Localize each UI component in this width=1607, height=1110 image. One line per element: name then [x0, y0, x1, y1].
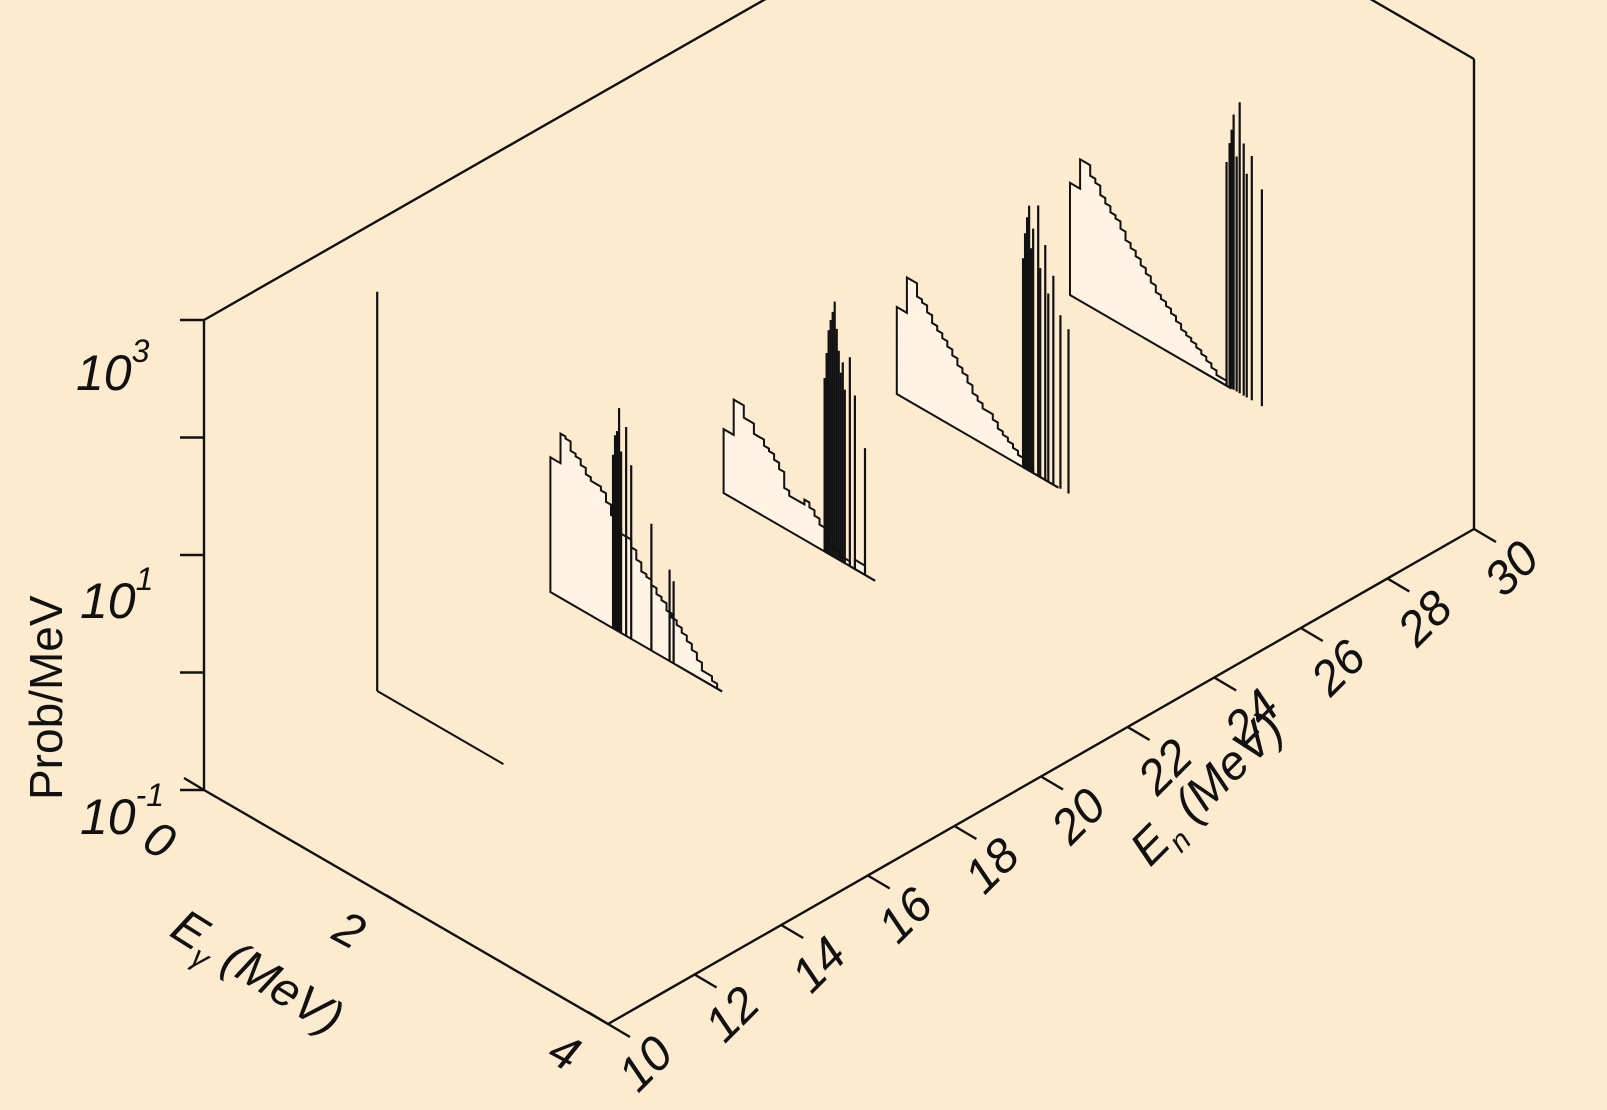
right-top-edge: [1369, 0, 1475, 61]
spectrum-histogram: [1069, 157, 1233, 390]
series-layer: [376, 102, 1264, 765]
y-tick: [780, 923, 804, 940]
y-tick: [867, 874, 891, 890]
y-tick: [1386, 577, 1411, 593]
y-tick: [1126, 725, 1151, 742]
y-tick: [953, 824, 978, 841]
series-slice: [722, 301, 876, 582]
spectrum-histogram: [549, 431, 723, 693]
z-tick-label-3: 103: [76, 333, 150, 401]
y-tick: [1300, 626, 1324, 643]
z-axis-title: Prob/MeV: [20, 595, 72, 800]
spectrum-baseline: [676, 664, 723, 693]
spectrum-baseline: [376, 690, 504, 765]
axis-ticks: [180, 318, 1497, 1039]
series-slice: [1069, 102, 1264, 407]
x-tick: [385, 893, 407, 909]
x-tick: [183, 776, 205, 792]
z-tick-label-1: 10-1: [80, 777, 164, 845]
y-tick: [1473, 527, 1497, 544]
series-slice: [895, 205, 1070, 494]
back-top-edge: [203, 0, 767, 322]
series-slice: [549, 408, 723, 693]
series-slice: [376, 291, 504, 765]
y-tick: [607, 1022, 631, 1039]
y-tick: [1213, 676, 1237, 692]
y-tick: [1040, 775, 1064, 791]
x-tick: [587, 1010, 609, 1026]
z-tick-label-2: 101: [80, 561, 153, 629]
y-tick: [693, 973, 718, 989]
